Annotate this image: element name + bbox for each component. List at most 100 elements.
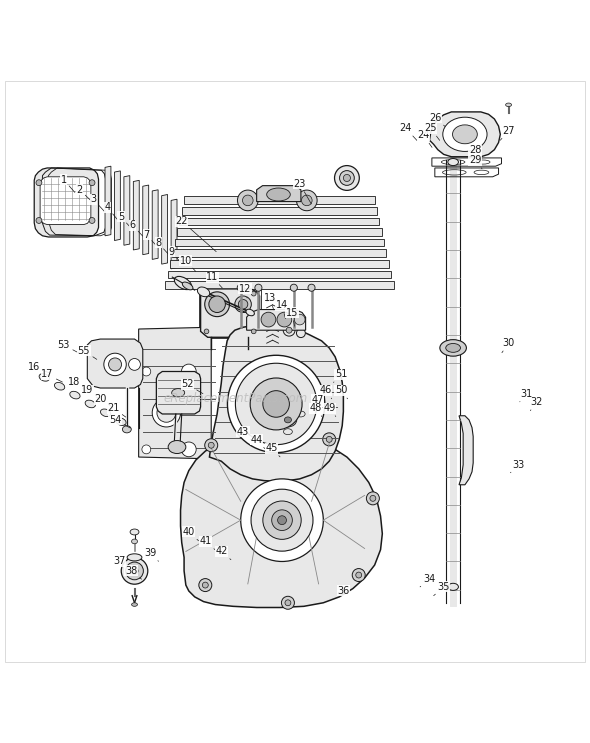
Text: 21: 21 <box>107 403 126 417</box>
Ellipse shape <box>335 166 359 190</box>
Ellipse shape <box>204 329 209 334</box>
Text: 37: 37 <box>113 557 127 569</box>
Ellipse shape <box>326 436 332 442</box>
Polygon shape <box>257 186 301 201</box>
Ellipse shape <box>181 364 196 379</box>
Text: 47: 47 <box>312 395 323 408</box>
Text: 15: 15 <box>286 308 298 326</box>
Ellipse shape <box>132 603 137 606</box>
Text: 19: 19 <box>81 386 99 399</box>
Text: 6: 6 <box>130 220 143 236</box>
Text: 31: 31 <box>520 389 532 402</box>
Polygon shape <box>162 195 168 264</box>
Ellipse shape <box>285 600 291 606</box>
Ellipse shape <box>277 312 291 327</box>
Text: 7: 7 <box>143 230 156 245</box>
Ellipse shape <box>237 284 244 291</box>
Ellipse shape <box>286 327 292 333</box>
Ellipse shape <box>205 439 218 452</box>
Ellipse shape <box>126 562 143 580</box>
Ellipse shape <box>100 409 111 417</box>
Polygon shape <box>139 327 211 459</box>
Polygon shape <box>247 310 306 330</box>
Text: 54: 54 <box>109 415 130 428</box>
Ellipse shape <box>39 374 50 381</box>
Ellipse shape <box>131 568 138 574</box>
Text: 34: 34 <box>420 574 435 587</box>
Ellipse shape <box>296 328 306 337</box>
Ellipse shape <box>294 314 305 325</box>
Text: 53: 53 <box>58 340 80 354</box>
Text: 8: 8 <box>155 238 168 254</box>
Text: 12: 12 <box>239 284 251 298</box>
Polygon shape <box>168 270 391 279</box>
Ellipse shape <box>352 568 365 582</box>
Polygon shape <box>165 282 394 289</box>
Polygon shape <box>152 189 158 259</box>
Polygon shape <box>184 196 375 204</box>
Ellipse shape <box>89 180 95 186</box>
Ellipse shape <box>271 406 304 433</box>
Text: 48: 48 <box>310 403 322 416</box>
Text: 24: 24 <box>400 123 417 140</box>
Ellipse shape <box>237 190 258 211</box>
Text: 42: 42 <box>215 546 231 559</box>
Polygon shape <box>87 339 143 388</box>
Text: 38: 38 <box>125 566 142 580</box>
Ellipse shape <box>157 403 176 422</box>
Ellipse shape <box>283 429 293 435</box>
Ellipse shape <box>208 442 214 448</box>
Text: 23: 23 <box>294 179 312 204</box>
Text: 29: 29 <box>469 155 482 169</box>
Ellipse shape <box>261 312 276 327</box>
Ellipse shape <box>168 441 186 453</box>
Ellipse shape <box>36 180 42 186</box>
Ellipse shape <box>271 510 292 531</box>
Polygon shape <box>179 218 379 225</box>
Ellipse shape <box>255 284 262 291</box>
Ellipse shape <box>356 572 362 578</box>
Ellipse shape <box>242 195 253 206</box>
Ellipse shape <box>370 496 376 502</box>
Polygon shape <box>209 325 343 481</box>
Ellipse shape <box>202 582 208 588</box>
Text: 25: 25 <box>424 123 440 140</box>
Text: 51: 51 <box>333 369 347 383</box>
Text: 10: 10 <box>180 256 196 271</box>
Text: 9: 9 <box>168 247 181 263</box>
Text: 5: 5 <box>118 212 131 228</box>
Polygon shape <box>201 289 260 337</box>
Text: 17: 17 <box>41 369 63 382</box>
Ellipse shape <box>122 558 148 584</box>
Ellipse shape <box>296 411 305 417</box>
Ellipse shape <box>116 418 126 426</box>
Text: 20: 20 <box>94 395 113 407</box>
Ellipse shape <box>172 389 185 397</box>
Ellipse shape <box>235 296 251 313</box>
Text: 24: 24 <box>418 131 432 147</box>
Ellipse shape <box>277 516 287 525</box>
Polygon shape <box>430 112 500 157</box>
Text: eReplacementParts.com: eReplacementParts.com <box>164 392 308 404</box>
Ellipse shape <box>54 383 65 390</box>
Ellipse shape <box>271 411 280 417</box>
Polygon shape <box>105 166 111 236</box>
Polygon shape <box>170 260 389 267</box>
Text: 41: 41 <box>199 536 215 550</box>
Polygon shape <box>459 416 473 484</box>
Text: 52: 52 <box>181 380 203 394</box>
Polygon shape <box>172 250 386 257</box>
Polygon shape <box>171 199 177 269</box>
Ellipse shape <box>267 188 290 201</box>
Text: 26: 26 <box>430 113 445 126</box>
Ellipse shape <box>132 539 137 544</box>
Ellipse shape <box>204 291 209 296</box>
Ellipse shape <box>251 291 256 296</box>
Ellipse shape <box>343 175 350 181</box>
Text: 49: 49 <box>323 403 336 417</box>
Ellipse shape <box>123 426 131 433</box>
Ellipse shape <box>130 529 139 535</box>
Ellipse shape <box>308 284 315 291</box>
Text: 44: 44 <box>251 435 265 449</box>
Ellipse shape <box>284 417 291 423</box>
